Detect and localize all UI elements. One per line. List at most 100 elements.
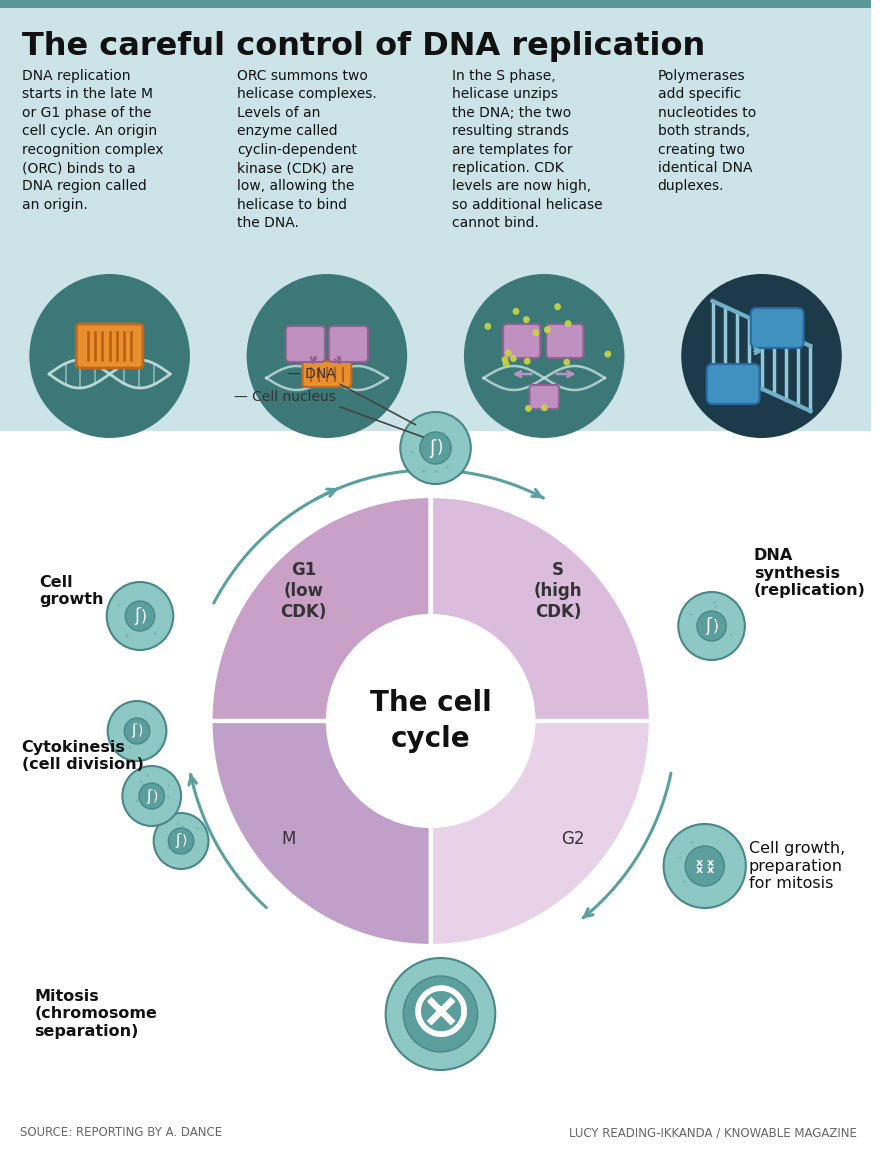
Circle shape: [706, 620, 708, 623]
Circle shape: [505, 350, 512, 357]
Circle shape: [442, 432, 445, 435]
Text: Mitosis
(chromosome
separation): Mitosis (chromosome separation): [34, 989, 158, 1039]
Circle shape: [146, 773, 149, 777]
Text: DNA replication
starts in the late M
or G1 phase of the
cell cycle. An origin
re: DNA replication starts in the late M or …: [21, 69, 163, 212]
Circle shape: [434, 470, 437, 473]
Circle shape: [685, 846, 724, 886]
Circle shape: [464, 274, 625, 439]
Circle shape: [137, 725, 140, 727]
Circle shape: [440, 458, 442, 462]
Circle shape: [122, 767, 181, 826]
Wedge shape: [210, 721, 431, 946]
Circle shape: [128, 746, 132, 749]
Text: ʃ: ʃ: [134, 607, 140, 625]
Text: SOURCE: REPORTING BY A. DANCE: SOURCE: REPORTING BY A. DANCE: [20, 1126, 222, 1139]
Circle shape: [134, 738, 137, 741]
FancyBboxPatch shape: [530, 384, 559, 409]
Circle shape: [140, 780, 142, 783]
Circle shape: [132, 725, 135, 729]
Text: ): ): [138, 724, 143, 738]
Circle shape: [446, 466, 449, 468]
Text: ORC summons two
helicase complexes.
Levels of an
enzyme called
cyclin-dependent
: ORC summons two helicase complexes. Leve…: [237, 69, 376, 230]
Text: M: M: [281, 830, 296, 848]
Circle shape: [472, 999, 474, 1001]
Circle shape: [424, 470, 426, 472]
Text: ⊗: ⊗: [408, 976, 473, 1052]
Text: Polymerases
add specific
nucleotides to
both strands,
creating two
identical DNA: Polymerases add specific nucleotides to …: [658, 69, 756, 193]
Circle shape: [554, 303, 561, 311]
Wedge shape: [431, 496, 651, 721]
Circle shape: [135, 800, 139, 802]
Circle shape: [714, 638, 716, 641]
Text: Cell
growth: Cell growth: [39, 574, 103, 608]
Circle shape: [149, 806, 151, 809]
Text: S
(high
CDK): S (high CDK): [534, 562, 582, 620]
Circle shape: [169, 844, 173, 846]
Circle shape: [420, 432, 451, 464]
Circle shape: [501, 356, 508, 363]
Circle shape: [448, 991, 450, 993]
Circle shape: [513, 308, 520, 315]
Circle shape: [408, 1003, 411, 1006]
Circle shape: [154, 632, 157, 635]
Text: ): ): [712, 618, 718, 633]
Text: Cytokinesis
(cell division): Cytokinesis (cell division): [21, 740, 143, 772]
Circle shape: [678, 592, 745, 660]
Circle shape: [187, 841, 190, 844]
Text: — Cell nucleus: — Cell nucleus: [234, 390, 336, 404]
Circle shape: [541, 404, 547, 411]
Circle shape: [702, 633, 705, 637]
Circle shape: [523, 317, 530, 323]
Circle shape: [563, 359, 570, 366]
Circle shape: [174, 852, 176, 854]
FancyBboxPatch shape: [546, 323, 583, 358]
Circle shape: [247, 274, 408, 439]
Text: The cell: The cell: [369, 689, 491, 717]
Circle shape: [510, 355, 517, 363]
Text: ): ): [153, 788, 158, 803]
FancyBboxPatch shape: [286, 326, 325, 363]
Circle shape: [139, 783, 165, 809]
Circle shape: [564, 320, 571, 327]
Text: The careful control of DNA replication: The careful control of DNA replication: [21, 31, 705, 62]
Circle shape: [196, 828, 198, 830]
Text: ʃ: ʃ: [430, 439, 436, 457]
Circle shape: [403, 976, 478, 1052]
Circle shape: [503, 360, 509, 367]
Circle shape: [484, 322, 491, 330]
Circle shape: [154, 813, 208, 869]
Circle shape: [525, 405, 532, 412]
Circle shape: [126, 732, 129, 735]
FancyBboxPatch shape: [77, 323, 143, 368]
Bar: [0, 0, 871, 430]
Circle shape: [691, 840, 693, 844]
Circle shape: [126, 721, 130, 724]
Circle shape: [125, 718, 150, 744]
Circle shape: [715, 605, 718, 608]
Circle shape: [730, 633, 732, 637]
FancyBboxPatch shape: [707, 364, 759, 404]
Circle shape: [697, 611, 726, 641]
Circle shape: [133, 627, 135, 631]
Circle shape: [168, 828, 194, 854]
Circle shape: [455, 1039, 457, 1043]
FancyBboxPatch shape: [329, 326, 368, 363]
Wedge shape: [431, 721, 651, 946]
Bar: [0, 0, 871, 8]
Wedge shape: [210, 496, 431, 721]
Text: ): ): [141, 609, 147, 624]
Text: LUCY READING-IKKANDA / KNOWABLE MAGAZINE: LUCY READING-IKKANDA / KNOWABLE MAGAZINE: [569, 1126, 856, 1139]
Circle shape: [140, 792, 142, 795]
Circle shape: [142, 783, 145, 786]
Circle shape: [719, 852, 722, 855]
Text: In the S phase,
helicase unzips
the DNA; the two
resulting strands
are templates: In the S phase, helicase unzips the DNA;…: [452, 69, 603, 230]
Text: ): ): [436, 439, 442, 457]
Text: — DNA: — DNA: [287, 367, 336, 381]
Circle shape: [167, 795, 170, 799]
Text: Cell growth,
preparation
for mitosis: Cell growth, preparation for mitosis: [748, 841, 845, 891]
Circle shape: [679, 856, 682, 860]
Text: x x: x x: [696, 857, 714, 868]
Text: G2: G2: [561, 830, 585, 848]
FancyBboxPatch shape: [751, 308, 804, 348]
Circle shape: [422, 470, 425, 473]
